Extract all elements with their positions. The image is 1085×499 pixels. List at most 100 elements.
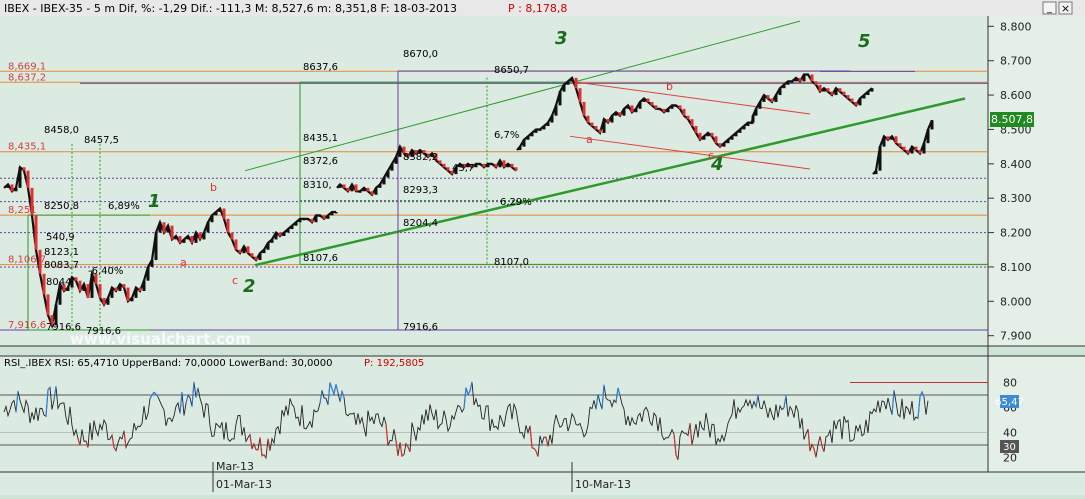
chart-header: IBEX - IBEX-35 - 5 m Dif, %: -1,29 Dif.:… (4, 2, 457, 15)
candle (747, 123, 750, 126)
candle (559, 92, 562, 106)
candle (175, 236, 178, 239)
wave-label: 1 (148, 191, 161, 212)
candle (799, 78, 802, 81)
axis-tick-label: 8.700 (1000, 55, 1032, 68)
candle (527, 136, 530, 139)
candle (807, 74, 810, 76)
candle (787, 81, 790, 84)
candle (607, 119, 610, 122)
annotation-label: 8044 (46, 277, 71, 288)
candle (679, 105, 682, 108)
candle (587, 116, 590, 123)
annotation-label: 8310, (303, 180, 332, 191)
candle (291, 226, 294, 229)
candle (731, 136, 734, 139)
candle (571, 78, 574, 81)
candle (771, 99, 774, 102)
candle (331, 212, 334, 215)
candle (711, 133, 714, 136)
candle (227, 219, 230, 233)
annotation-label: 8250,8 (44, 201, 79, 212)
candle (363, 188, 366, 191)
candle (931, 120, 934, 129)
candle (523, 140, 526, 147)
candle (639, 102, 642, 109)
candle (355, 184, 358, 191)
candle (603, 119, 606, 133)
candle (851, 99, 854, 102)
date-label: 01-Mar-13 (216, 478, 272, 491)
candle (515, 167, 518, 170)
candle (11, 184, 14, 191)
candle (111, 288, 114, 298)
annotation-label: 8670,0 (403, 49, 438, 60)
annotation-label: 6,7% (494, 130, 519, 141)
level-label: 8,435,1 (8, 142, 46, 153)
candle (715, 136, 718, 143)
candle (147, 267, 150, 281)
candle (39, 250, 42, 274)
candle (135, 288, 138, 298)
candle (883, 136, 886, 146)
subwave-label: b (210, 181, 217, 194)
candle (691, 119, 694, 126)
candle (179, 236, 182, 243)
axis-tick-label: 8.300 (1000, 192, 1032, 205)
candle (595, 126, 598, 129)
candle (911, 147, 914, 154)
annotation-label: 8083,7 (44, 260, 79, 271)
candle (323, 215, 326, 218)
candle (383, 178, 386, 185)
candle (491, 164, 494, 166)
candle (675, 105, 678, 107)
rsi-tick-label: 40 (1003, 427, 1017, 440)
chart-header-price: P : 8,178,8 (508, 2, 567, 15)
candle (359, 191, 362, 193)
candle (99, 284, 102, 298)
candle (919, 150, 922, 153)
candle (207, 222, 210, 232)
candle (539, 129, 542, 131)
candle (739, 129, 742, 132)
annotation-label: 8372,6 (303, 156, 338, 167)
candle (631, 105, 634, 112)
candle (371, 191, 374, 194)
annotation-label: 6,29% (500, 197, 532, 208)
rsi-current-label: 65,47 (995, 397, 1024, 408)
wave-label: 2 (243, 276, 256, 297)
candle (875, 171, 878, 174)
candle (223, 209, 226, 219)
candle (511, 164, 514, 167)
candle (19, 167, 22, 188)
candle (367, 188, 370, 191)
candle (203, 233, 206, 240)
candle (7, 184, 10, 187)
candle (475, 164, 478, 167)
axis-tick-label: 7.900 (1000, 330, 1032, 343)
candle (295, 222, 298, 225)
candle (615, 112, 618, 115)
candle (163, 222, 166, 232)
candle (123, 284, 126, 287)
candle (379, 184, 382, 187)
candle (763, 95, 766, 102)
candle (751, 123, 754, 125)
date-label: 10-Mar-13 (575, 478, 631, 491)
minimize-icon: _ (1046, 3, 1053, 14)
annotation-label: 8457,5 (84, 135, 119, 146)
candle (519, 147, 522, 150)
candle (627, 105, 630, 108)
candle (327, 215, 330, 218)
annotation-label: -6,40% (88, 266, 123, 277)
candle (843, 92, 846, 95)
subwave-label: a (180, 256, 187, 269)
rsi-tick-label: 80 (1003, 377, 1017, 390)
candle (231, 233, 234, 240)
candle (583, 102, 586, 116)
candle (199, 233, 202, 240)
candle (903, 147, 906, 150)
candle (623, 109, 626, 116)
candle (447, 167, 450, 170)
